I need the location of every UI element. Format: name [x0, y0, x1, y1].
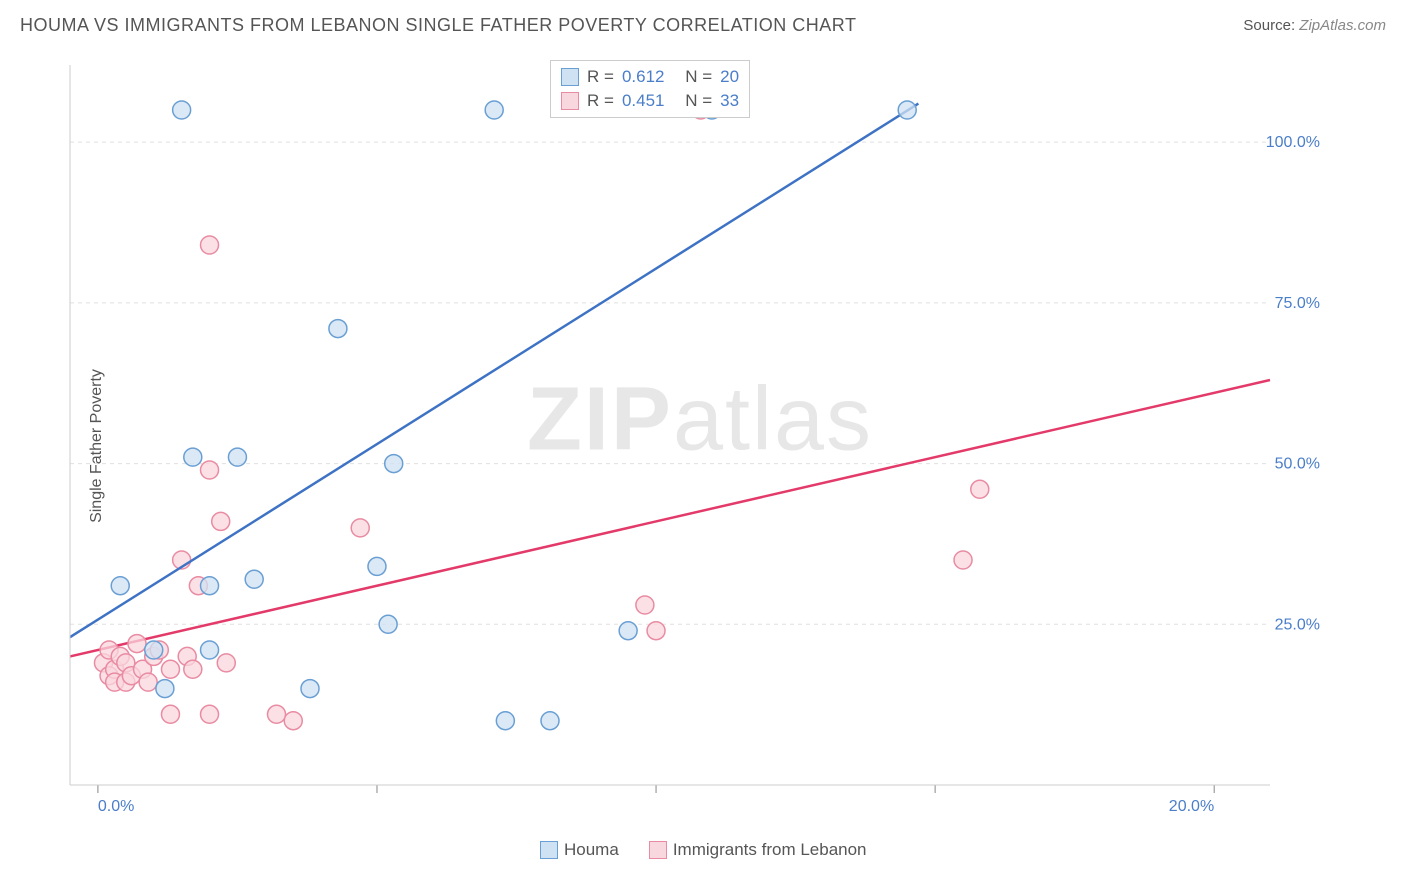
bottom-legend-item-lebanon: Immigrants from Lebanon: [649, 840, 867, 860]
legend-swatch-houma: [561, 68, 579, 86]
legend-n-value-lebanon: 33: [720, 91, 739, 111]
legend-row-lebanon: R = 0.451 N = 33: [561, 89, 739, 113]
legend-r-value-houma: 0.612: [622, 67, 665, 87]
title-bar: HOUMA VS IMMIGRANTS FROM LEBANON SINGLE …: [0, 0, 1406, 40]
top-legend: R = 0.612 N = 20 R = 0.451 N = 33: [550, 60, 750, 118]
chart-area: ZIPatlas 25.0%50.0%75.0%100.0%0.0%20.0% …: [60, 55, 1340, 815]
bottom-swatch-houma: [540, 841, 558, 859]
svg-text:100.0%: 100.0%: [1266, 134, 1320, 151]
legend-r-label: R =: [587, 91, 614, 111]
grid-group: [70, 142, 1270, 624]
svg-text:75.0%: 75.0%: [1275, 295, 1320, 312]
bottom-label-lebanon: Immigrants from Lebanon: [673, 840, 867, 860]
bottom-legend: Houma Immigrants from Lebanon: [540, 840, 867, 860]
source-attribution: Source: ZipAtlas.com: [1243, 17, 1386, 34]
legend-n-value-houma: 20: [720, 67, 739, 87]
legend-swatch-lebanon: [561, 92, 579, 110]
source-link[interactable]: ZipAtlas.com: [1299, 17, 1386, 34]
scatter-plot-svg: 25.0% 50.0% 75.0% 100.0% 0.0% 20.0%: [60, 55, 1340, 815]
svg-text:25.0%: 25.0%: [1275, 616, 1320, 633]
legend-n-label: N =: [685, 91, 712, 111]
legend-row-houma: R = 0.612 N = 20: [561, 65, 739, 89]
chart-title: HOUMA VS IMMIGRANTS FROM LEBANON SINGLE …: [20, 15, 856, 36]
series-group: [70, 101, 1270, 730]
bottom-legend-item-houma: Houma: [540, 840, 619, 860]
svg-text:50.0%: 50.0%: [1275, 456, 1320, 473]
legend-n-label: N =: [685, 67, 712, 87]
bottom-swatch-lebanon: [649, 841, 667, 859]
axis-group: [70, 65, 1270, 793]
source-label: Source:: [1243, 17, 1295, 34]
svg-text:0.0%: 0.0%: [98, 798, 134, 815]
legend-r-value-lebanon: 0.451: [622, 91, 665, 111]
bottom-label-houma: Houma: [564, 840, 619, 860]
legend-r-label: R =: [587, 67, 614, 87]
svg-text:20.0%: 20.0%: [1169, 798, 1214, 815]
